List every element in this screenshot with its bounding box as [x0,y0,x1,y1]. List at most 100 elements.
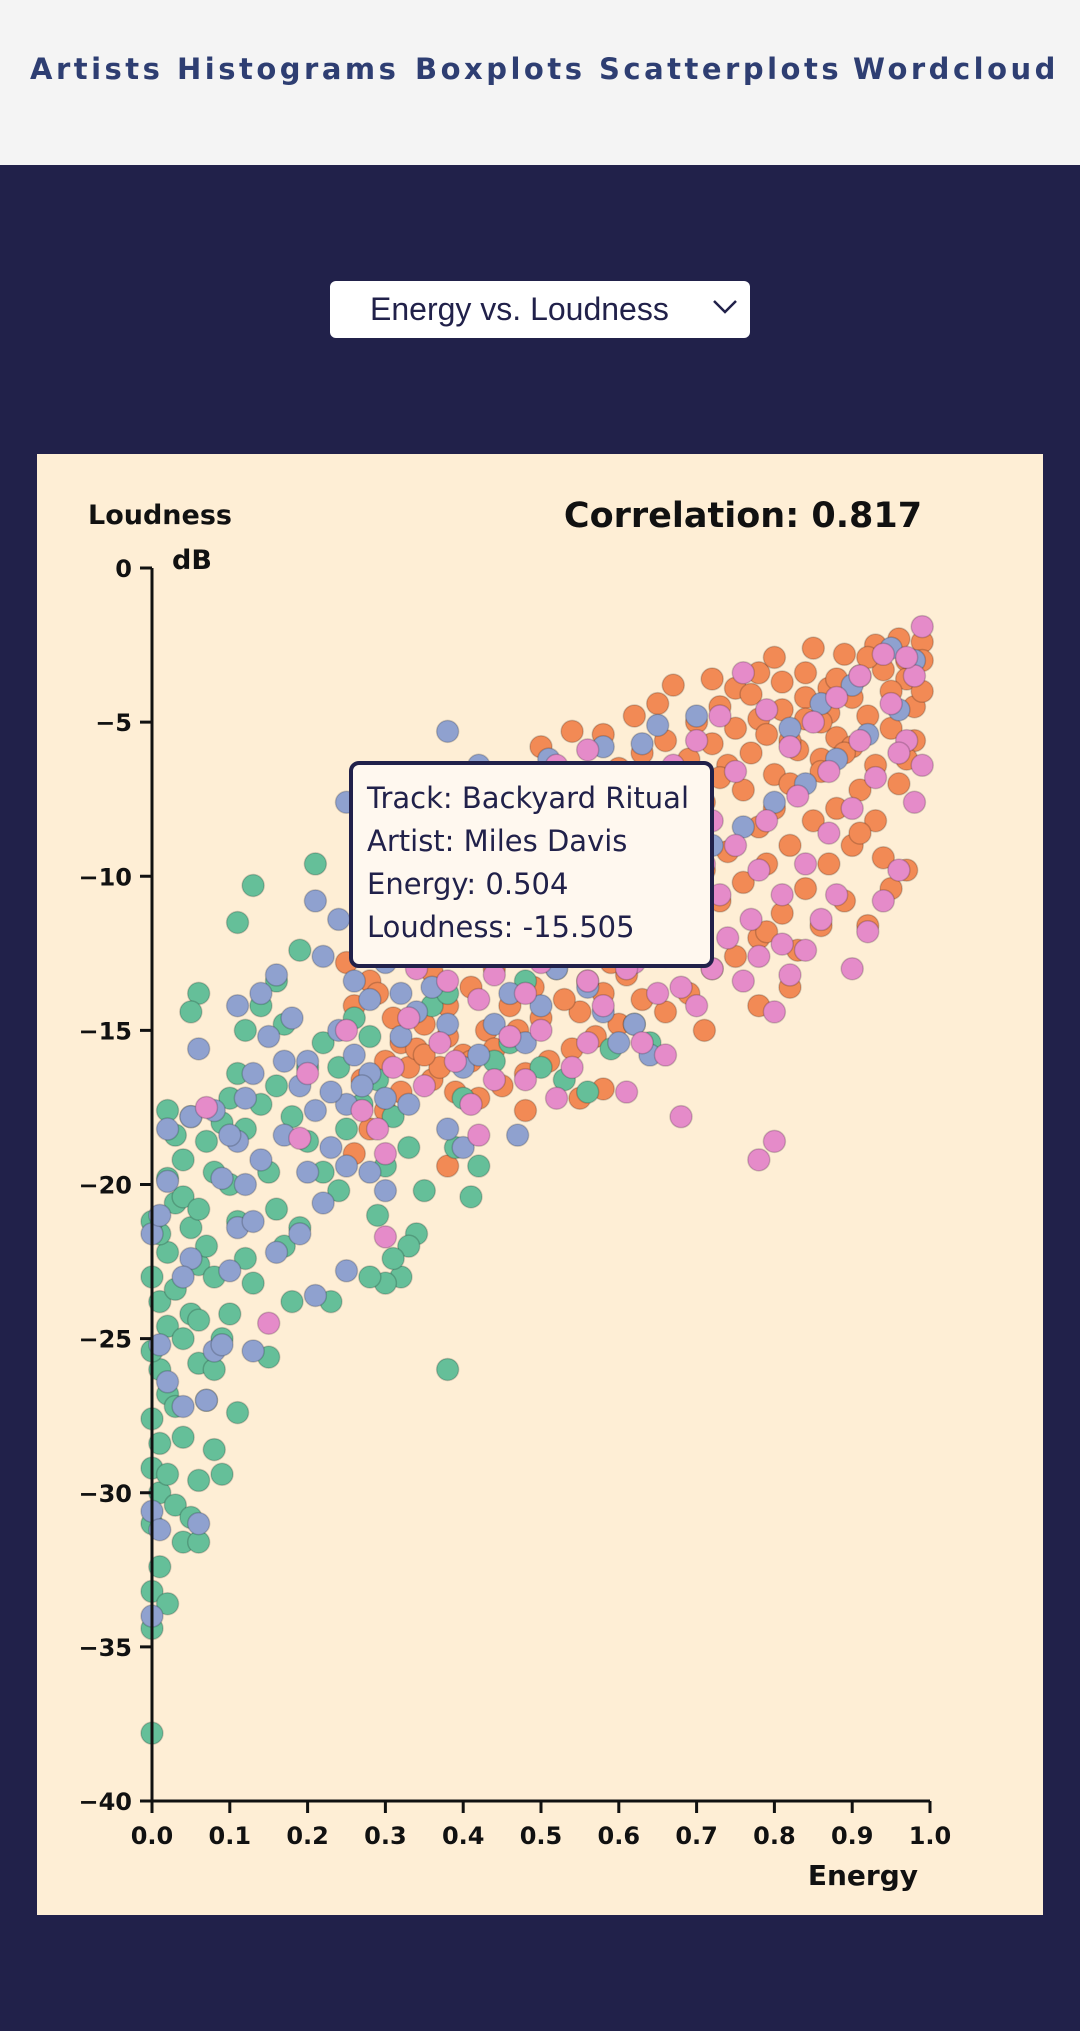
scatter-point[interactable] [575,1030,600,1055]
scatter-point[interactable] [334,1259,359,1283]
scatter-point[interactable] [871,846,896,870]
scatter-point[interactable] [770,670,794,694]
scatter-point[interactable] [303,1283,328,1308]
scatter-point[interactable] [381,1055,405,1080]
scatter-point[interactable] [272,1049,297,1073]
scatter-point[interactable] [241,1271,265,1295]
scatter-point[interactable] [435,719,460,744]
scatter-point[interactable] [544,1086,569,1110]
scatter-point[interactable] [801,809,826,833]
scatter-point[interactable] [155,1370,180,1394]
scatter-point[interactable] [731,969,756,993]
scatter-point[interactable] [171,1148,195,1172]
scatter-point[interactable] [241,1061,265,1086]
scatter-point[interactable] [451,1135,475,1160]
scatter-point[interactable] [529,993,553,1018]
scatter-point[interactable] [747,858,771,882]
scatter-point[interactable] [155,1169,180,1194]
scatter-point[interactable] [684,993,709,1018]
scatter-point[interactable] [778,735,802,759]
scatter-point[interactable] [342,1043,367,1067]
scatter-point[interactable] [358,1024,382,1049]
scatter-point[interactable] [887,741,911,765]
nav-item-artists[interactable]: Artists [30,52,164,86]
scatter-point[interactable] [264,1197,289,1221]
scatter-point[interactable] [389,981,413,1006]
chart-select[interactable]: Energy vs. Loudness [330,281,750,338]
scatter-point[interactable] [225,993,250,1018]
nav-item-boxplots[interactable]: Boxplots [415,52,586,86]
scatter-point[interactable] [319,1080,343,1104]
scatter-point[interactable] [186,1308,211,1332]
scatter-point[interactable] [288,1222,312,1246]
scatter-point[interactable] [653,1043,678,1067]
scatter-point[interactable] [396,1135,421,1160]
scatter-point[interactable] [793,876,818,901]
scatter-point[interactable] [365,1117,390,1141]
scatter-point[interactable] [840,796,864,821]
scatter-point[interactable] [186,1197,211,1221]
scatter-point[interactable] [560,719,584,744]
scatter-point[interactable] [171,1265,195,1289]
scatter-point[interactable] [747,1148,771,1172]
scatter-point[interactable] [194,1234,219,1258]
scatter-point[interactable] [910,614,934,639]
scatter-point[interactable] [513,1098,538,1123]
scatter-point[interactable] [319,1135,343,1160]
scatter-point[interactable] [754,919,779,944]
scatter-point[interactable] [295,1061,320,1086]
scatter-point[interactable] [630,1030,654,1055]
scatter-point[interactable] [171,1394,195,1419]
scatter-point[interactable] [754,722,779,747]
scatter-point[interactable] [723,833,748,858]
scatter-point[interactable] [264,1074,289,1098]
scatter-point[interactable] [809,907,833,932]
scatter-point[interactable] [770,882,794,907]
scatter-point[interactable] [241,1339,265,1363]
scatter-point[interactable] [607,1030,631,1055]
scatter-point[interactable] [856,919,880,944]
scatter-point[interactable] [249,981,273,1006]
scatter-point[interactable] [887,858,911,882]
scatter-point[interactable] [256,1311,281,1335]
scatter-point[interactable] [894,645,919,670]
scatter-point[interactable] [326,1055,351,1080]
scatter-point[interactable] [817,759,841,784]
scatter-point[interactable] [754,698,779,722]
scatter-point[interactable] [840,956,864,981]
scatter-point[interactable] [218,1302,242,1326]
scatter-point[interactable] [778,833,802,858]
scatter-point[interactable] [225,1400,250,1425]
scatter-point[interactable] [723,759,748,784]
scatter-point[interactable] [358,987,382,1012]
scatter-point[interactable] [684,728,709,753]
scatter-point[interactable] [148,1203,172,1228]
scatter-point[interactable] [770,932,794,956]
scatter-point[interactable] [902,790,927,815]
scatter-point[interactable] [793,938,818,962]
scatter-point[interactable] [575,969,600,993]
nav-item-wordcloud[interactable]: Wordcloud [853,52,1059,86]
scatter-point[interactable] [529,1018,553,1043]
scatter-point[interactable] [295,1160,320,1184]
scatter-point[interactable] [762,645,787,670]
scatter-point[interactable] [350,1098,374,1123]
scatter-point[interactable] [396,1234,421,1258]
scatter-point[interactable] [218,1259,242,1283]
scatter-point[interactable] [186,1511,211,1536]
scatter-point[interactable] [801,710,826,734]
scatter-point[interactable] [739,741,763,765]
scatter-point[interactable] [513,981,538,1006]
scatter-point[interactable] [303,1098,328,1123]
scatter-point[interactable] [256,1024,281,1049]
scatter-point[interactable] [326,1178,351,1203]
scatter-point[interactable] [412,1043,437,1067]
scatter-point[interactable] [326,907,351,932]
scatter-point[interactable] [365,1203,390,1228]
scatter-point[interactable] [210,1462,234,1487]
scatter-point[interactable] [793,852,818,876]
scatter-point[interactable] [645,981,670,1006]
scatter-point[interactable] [498,1024,522,1049]
scatter-point[interactable] [708,704,732,728]
scatter-point[interactable] [467,1043,491,1067]
